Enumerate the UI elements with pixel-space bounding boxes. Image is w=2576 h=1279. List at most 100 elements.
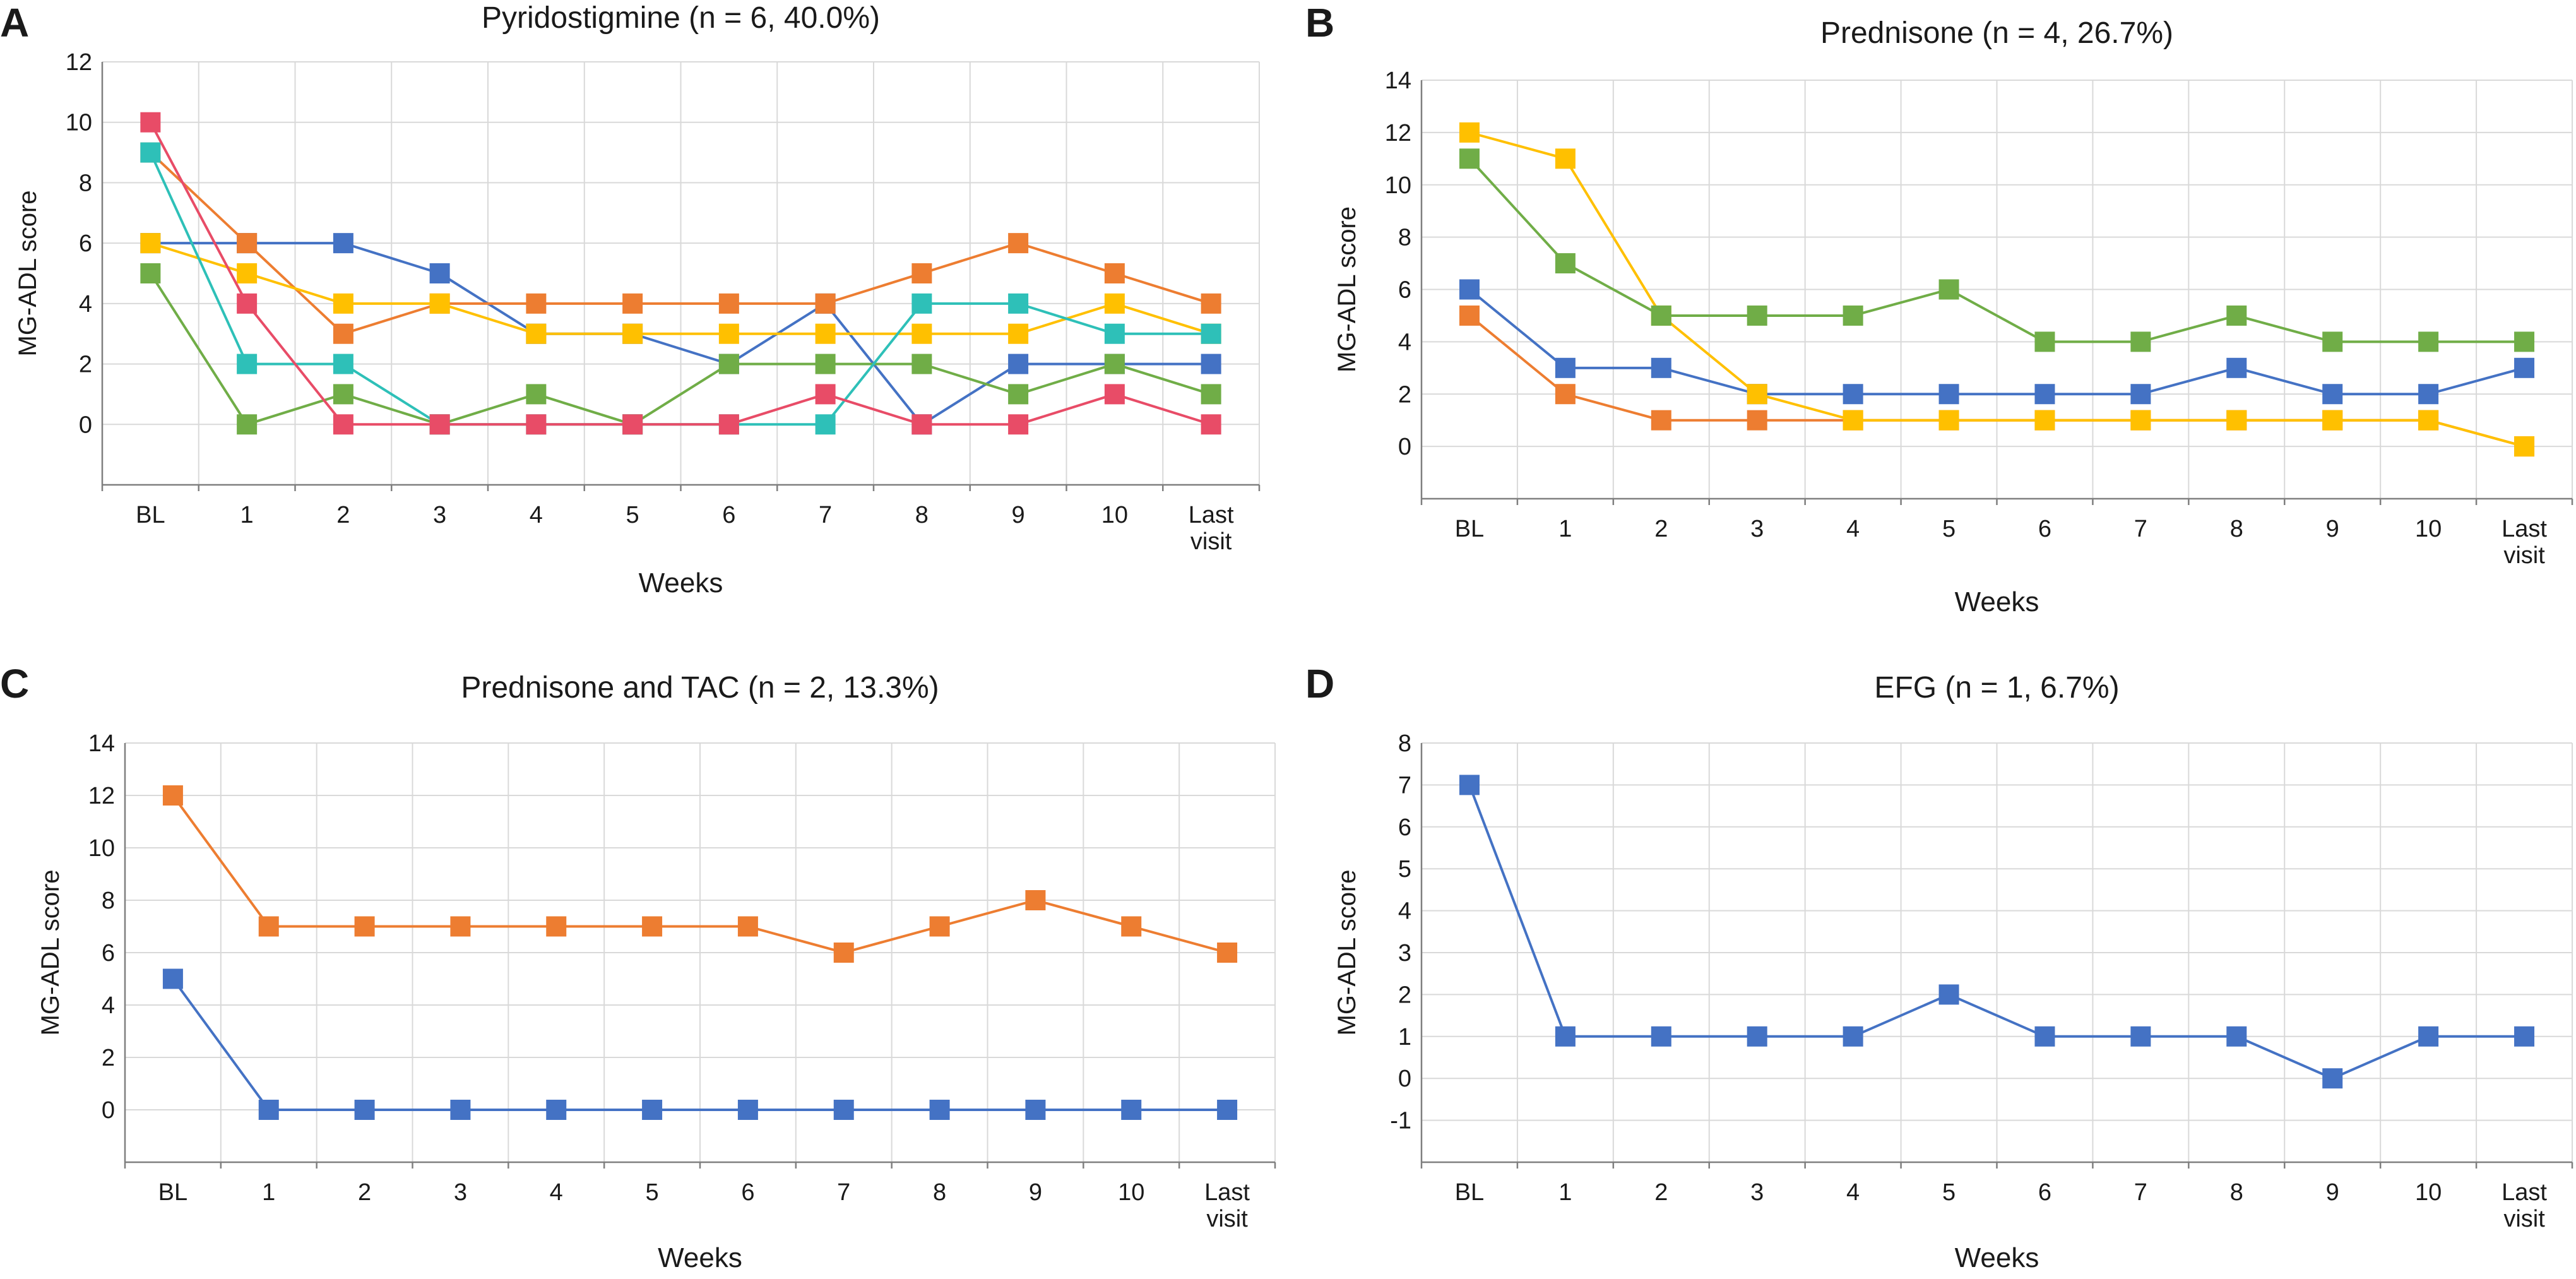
data-point-marker xyxy=(1651,357,1671,378)
data-point-marker xyxy=(622,323,643,344)
series-patient-3 xyxy=(1459,122,2535,457)
data-point-marker xyxy=(1938,410,1959,431)
y-tick-label: 0 xyxy=(1398,1066,1411,1092)
data-point-marker xyxy=(1008,293,1029,314)
chart-panel-c: C Prednisone and TAC (n = 2, 13.3%) 0 2 4 6 8 1… xyxy=(0,661,1276,1273)
x-tick-label: 4 xyxy=(530,502,543,528)
data-point-marker xyxy=(1201,293,1221,314)
data-point-marker xyxy=(718,414,739,435)
x-tick-label: 6 xyxy=(2038,516,2051,542)
x-tick-label: 1 xyxy=(262,1179,275,1206)
data-point-marker xyxy=(2514,1026,2535,1047)
x-axis-title: Weeks xyxy=(1955,586,2039,617)
data-point-marker xyxy=(911,263,932,283)
y-tick-label: 8 xyxy=(1398,225,1411,251)
x-tick-label: 8 xyxy=(933,1179,946,1206)
y-tick-label: 4 xyxy=(1398,329,1411,355)
data-point-marker xyxy=(1104,293,1125,314)
data-point-marker xyxy=(2418,1026,2439,1047)
data-point-marker xyxy=(1025,1100,1046,1120)
x-tick-label: 5 xyxy=(646,1179,659,1206)
data-point-marker xyxy=(1938,279,1959,300)
x-tick-label: Last visit xyxy=(1189,502,1234,555)
data-point-marker xyxy=(642,916,663,937)
series-line xyxy=(150,242,1211,426)
data-point-marker xyxy=(429,293,450,314)
y-tick-label: 2 xyxy=(1398,982,1411,1008)
data-point-marker xyxy=(911,414,932,435)
data-point-marker xyxy=(140,142,161,163)
x-axis-title: Weeks xyxy=(658,1242,742,1273)
y-tick-label: 3 xyxy=(1398,940,1411,967)
data-point-marker xyxy=(718,293,739,314)
data-point-marker xyxy=(333,354,353,374)
series-line xyxy=(172,978,1228,1111)
y-tick-label: 2 xyxy=(102,1045,115,1071)
x-tick-label: 5 xyxy=(1942,1179,1956,1206)
panel-letter: A xyxy=(0,0,29,45)
x-tick-label: 8 xyxy=(2230,516,2243,542)
data-point-marker xyxy=(1104,384,1125,405)
data-point-marker xyxy=(237,233,258,254)
data-point-marker xyxy=(2322,384,2343,405)
data-point-marker xyxy=(333,323,353,344)
x-tick-label: 3 xyxy=(1750,1179,1764,1206)
y-axis-title: MG-ADL score xyxy=(14,190,42,356)
data-point-marker xyxy=(237,354,258,374)
data-point-marker xyxy=(2034,410,2055,431)
data-point-marker xyxy=(237,263,258,283)
y-tick-label: 5 xyxy=(1398,856,1411,883)
series-line xyxy=(1468,157,2525,343)
data-point-marker xyxy=(1555,384,1576,405)
data-point-marker xyxy=(911,323,932,344)
data-point-marker xyxy=(2034,1026,2055,1047)
data-point-marker xyxy=(815,354,836,374)
y-tick-label: 14 xyxy=(1385,68,1411,94)
x-tick-label: Last visit xyxy=(1204,1179,1250,1232)
x-tick-label: 3 xyxy=(1750,516,1764,542)
chart-title: Prednisone (n = 4, 26.7%) xyxy=(1820,16,2173,50)
y-tick-label: 4 xyxy=(1398,898,1411,925)
x-tick-label: 7 xyxy=(2134,1179,2147,1206)
chart-panel-a: A Pyridostigmine (n = 6, 40.0%)024681012B… xyxy=(0,0,1261,598)
y-tick-label: 2 xyxy=(79,352,92,378)
x-tick-label: 5 xyxy=(626,502,639,528)
x-tick-label: 3 xyxy=(454,1179,467,1206)
data-point-marker xyxy=(140,233,161,254)
data-point-marker xyxy=(1008,233,1029,254)
data-point-marker xyxy=(1555,1026,1576,1047)
data-point-marker xyxy=(546,916,567,937)
x-tick-label: 2 xyxy=(336,502,350,528)
data-point-marker xyxy=(815,384,836,405)
y-tick-label: 8 xyxy=(79,170,92,196)
data-point-marker xyxy=(622,293,643,314)
data-point-marker xyxy=(1843,384,1863,405)
y-tick-label: 10 xyxy=(88,835,115,862)
data-point-marker xyxy=(833,943,854,963)
series-line xyxy=(149,272,1212,426)
x-tick-label: BL xyxy=(158,1179,187,1206)
data-point-marker xyxy=(1555,148,1576,169)
data-point-marker xyxy=(2130,331,2151,352)
data-point-marker xyxy=(815,293,836,314)
data-point-marker xyxy=(1459,279,1480,300)
x-tick-label: 2 xyxy=(358,1179,371,1206)
data-point-marker xyxy=(1121,916,1142,937)
data-point-marker xyxy=(333,293,353,314)
series-patient-6 xyxy=(140,112,1221,435)
x-tick-label: 5 xyxy=(1942,516,1956,542)
data-point-marker xyxy=(2322,1068,2343,1089)
panel-letter: B xyxy=(1305,0,1334,45)
data-point-marker xyxy=(2514,357,2535,378)
data-point-marker xyxy=(815,414,836,435)
data-point-marker xyxy=(1747,305,1767,326)
x-tick-label: 1 xyxy=(1558,1179,1572,1206)
series-patient-1 xyxy=(162,785,1238,963)
x-tick-label: 1 xyxy=(240,502,254,528)
data-point-marker xyxy=(258,916,279,937)
data-point-marker xyxy=(2322,331,2343,352)
data-point-marker xyxy=(737,1100,758,1120)
x-tick-label: 8 xyxy=(2230,1179,2243,1206)
y-tick-label: 1 xyxy=(1398,1024,1411,1050)
